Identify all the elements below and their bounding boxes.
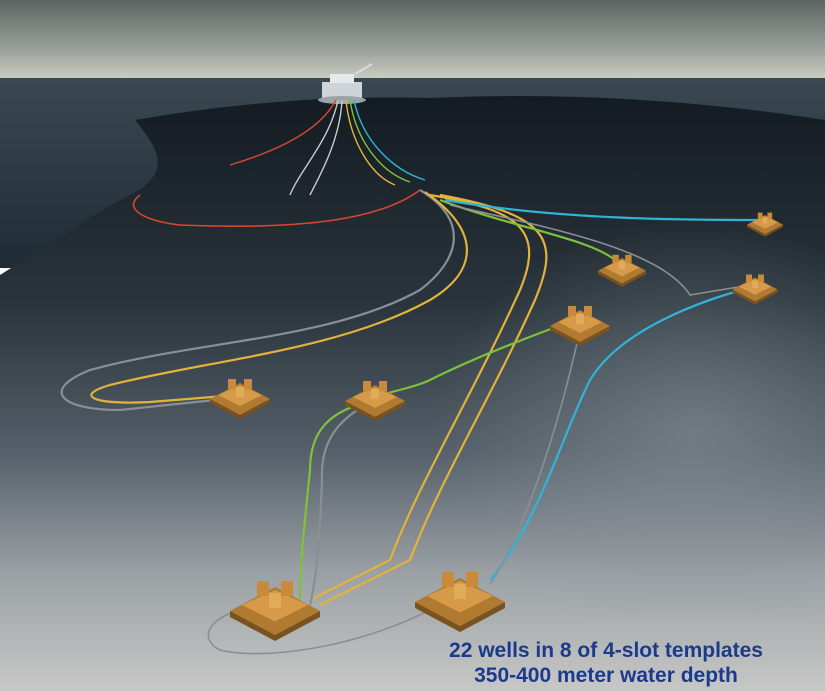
risers — [229, 99, 426, 196]
sky — [0, 0, 825, 82]
caption-wells: 22 wells in 8 of 4-slot templates — [449, 639, 763, 662]
caption-depth: 350-400 meter water depth — [474, 664, 738, 687]
flowlines — [60, 189, 761, 655]
